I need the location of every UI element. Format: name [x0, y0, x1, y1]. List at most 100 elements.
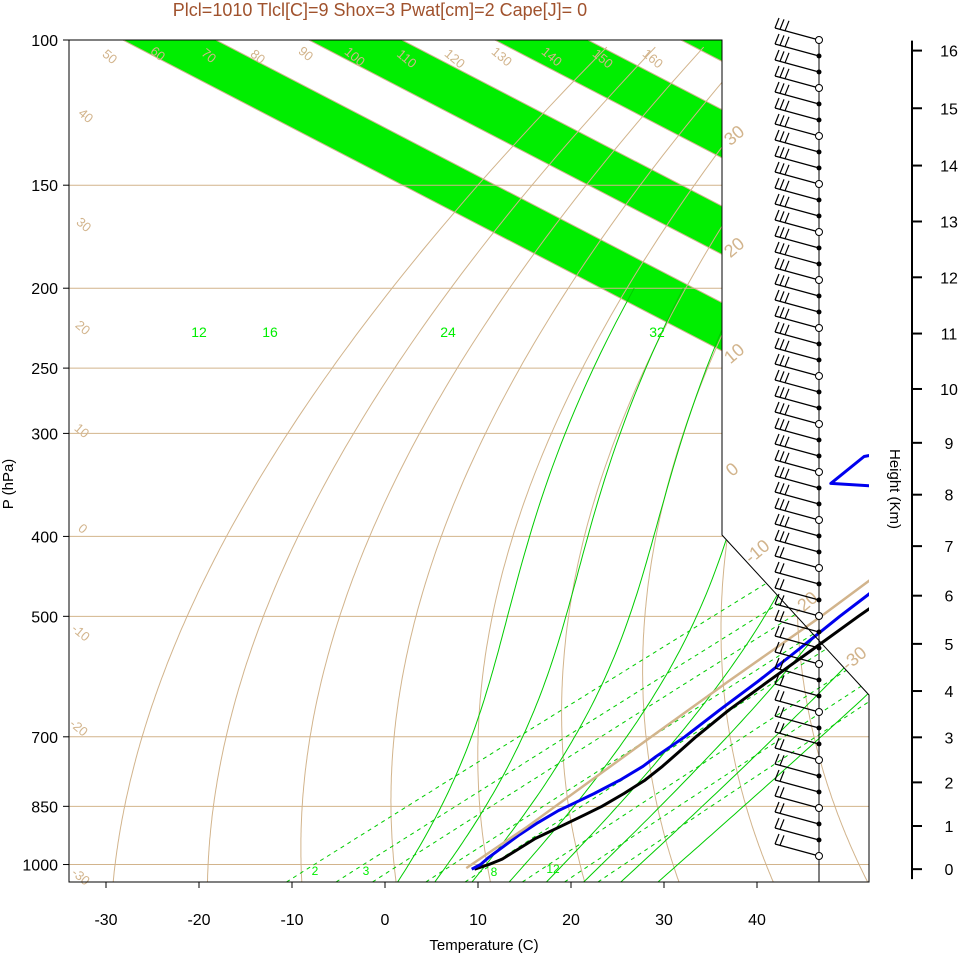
wind-level-dot	[815, 468, 823, 476]
wind-barb-feather	[779, 787, 785, 798]
x-tick-label: 20	[562, 912, 580, 929]
wind-barb-feather	[774, 449, 780, 461]
wind-level-dot	[816, 357, 822, 363]
wind-level-dot	[815, 420, 823, 428]
wind-barb-feather	[779, 659, 785, 670]
wind-level-dot	[815, 324, 823, 332]
height-tick-label: 4	[945, 684, 954, 701]
wind-barb-feather	[774, 385, 780, 397]
wind-level-dot	[816, 549, 822, 555]
wind-barb-feather	[774, 769, 780, 781]
wind-level-dot	[815, 564, 823, 572]
wind-barb-feather	[774, 657, 780, 669]
wind-level-dot	[815, 756, 823, 764]
wind-barb-feather	[774, 129, 780, 141]
moist-adiabat-line	[434, 287, 684, 882]
height-axis-label: Height (Km)	[886, 449, 903, 529]
wind-barb-feather	[779, 35, 785, 46]
wind-barb-feather	[779, 195, 785, 206]
wind-barb-feather	[784, 484, 790, 496]
wind-level-dot	[815, 660, 823, 668]
wind-barb-feather	[774, 433, 780, 445]
wind-barb	[774, 155, 820, 169]
wind-barb	[774, 475, 820, 489]
wind-barb-feather	[784, 132, 790, 144]
wind-barb	[774, 43, 820, 57]
wind-level-dot	[816, 533, 822, 539]
wind-barb	[774, 635, 820, 649]
x-tick-label: -20	[187, 912, 210, 929]
wind-barb-feather	[784, 100, 790, 112]
wind-barb-feather	[779, 355, 785, 366]
wind-barb-feather	[784, 84, 790, 96]
plot-mask	[722, 40, 961, 882]
wind-barb-feather	[784, 468, 790, 480]
wind-barb-feather	[779, 499, 785, 510]
wind-barb-feather	[779, 163, 785, 174]
wind-barb	[774, 27, 820, 41]
wind-barb-feather	[774, 17, 780, 29]
wind-barb	[774, 427, 820, 441]
wind-barb	[774, 699, 820, 713]
wind-barb-feather	[784, 356, 790, 368]
wind-level-dot	[816, 389, 822, 395]
wind-level-dot	[815, 36, 823, 44]
wind-barb	[774, 843, 820, 857]
wind-barb-feather	[779, 387, 785, 398]
height-tick-label: 9	[945, 436, 954, 453]
wind-barb-feather	[774, 305, 780, 317]
mixing-ratio-label: 3	[363, 864, 370, 878]
wind-barb	[774, 283, 820, 297]
y-tick-label: 150	[31, 178, 58, 195]
wind-barb-feather	[779, 67, 785, 78]
wind-barb-feather	[774, 561, 780, 573]
dry-adiabat-line	[561, 46, 850, 882]
wind-barb	[774, 235, 820, 249]
wind-level-dot	[815, 708, 823, 716]
sounding-profiles	[465, 454, 869, 871]
wind-barb-feather	[784, 292, 790, 304]
x-tick-label: -30	[94, 912, 117, 929]
wind-barb-feather	[774, 161, 780, 173]
wind-barb-feather	[774, 81, 780, 93]
wind-barb-feather	[774, 801, 780, 813]
height-tick-label: 1	[945, 819, 954, 836]
wind-barb-feather	[779, 755, 785, 766]
wind-level-dot	[816, 405, 822, 411]
wind-barb-feather	[779, 707, 785, 718]
wind-barb-feather	[774, 65, 780, 77]
wind-barb-feather	[784, 452, 790, 464]
wind-level-dot	[816, 485, 822, 491]
height-tick-label: 6	[945, 589, 954, 606]
y-tick-label: 250	[31, 361, 58, 378]
wind-level-dot	[816, 773, 822, 779]
wind-barb-feather	[774, 401, 780, 413]
wind-barb-feather	[779, 643, 785, 654]
moist-adiabat-line	[583, 562, 869, 882]
wind-level-dot	[816, 453, 822, 459]
wind-barb	[774, 715, 820, 729]
wind-barb-feather	[779, 611, 785, 622]
dry-adiabat-line	[390, 46, 753, 882]
wind-barb	[774, 539, 820, 553]
wind-barb-feather	[774, 145, 780, 157]
wind-barb-feather	[784, 212, 790, 224]
wind-barb	[774, 75, 820, 89]
wind-barb-feather	[774, 673, 780, 685]
mixing-ratio-line	[335, 547, 869, 882]
y-axis-label: P (hPa)	[0, 459, 17, 510]
wind-barb-feather	[774, 49, 780, 61]
wind-barb-feather	[774, 833, 780, 845]
wind-barb-feather	[784, 404, 790, 416]
wind-barb-feather	[784, 388, 790, 400]
wind-barb	[774, 459, 820, 473]
wind-barb-feather	[779, 275, 785, 286]
wind-barb-feather	[779, 435, 785, 446]
wind-barb	[774, 171, 820, 185]
height-tick-label: 3	[945, 730, 954, 747]
wind-barb-feather	[779, 131, 785, 142]
grid-label: 160	[640, 46, 666, 71]
wind-barb-feather	[784, 260, 790, 272]
wind-barb	[774, 299, 820, 313]
